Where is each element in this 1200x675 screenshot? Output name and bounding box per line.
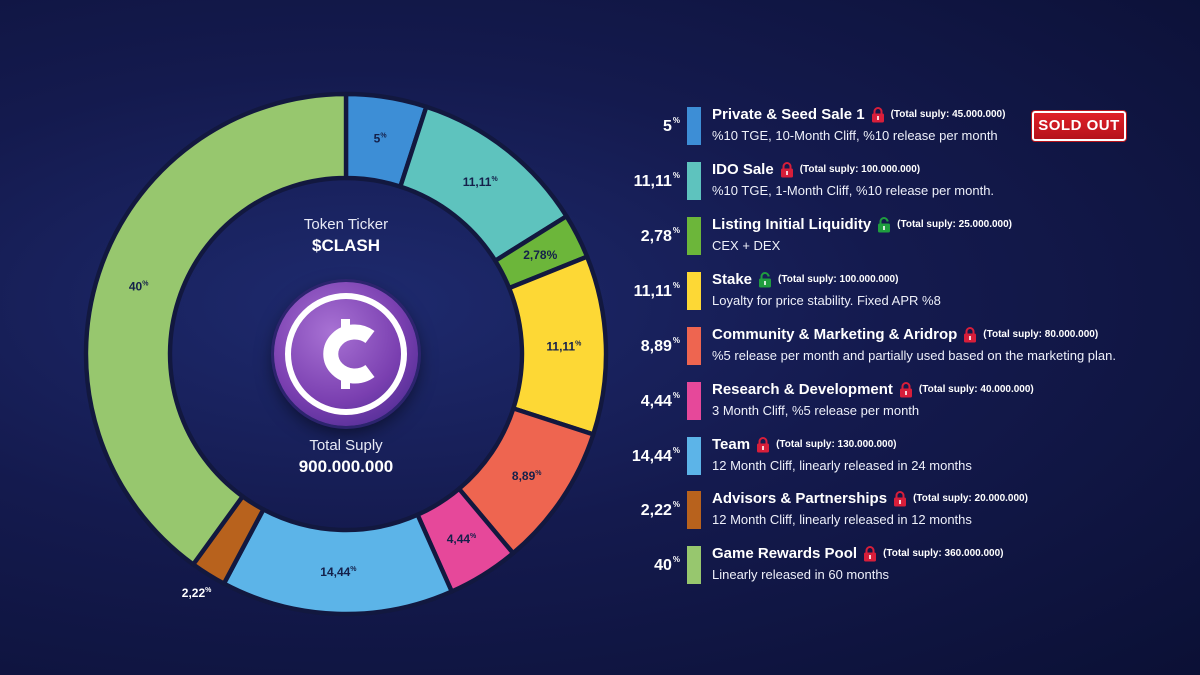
legend-total-supply: (Total suply: 100.000.000) xyxy=(778,274,899,285)
legend-row-community-marketing-aridrop: 8,89% Community & Marketing & Aridrop (Tot… xyxy=(600,324,1190,372)
legend-color-swatch xyxy=(687,107,701,145)
lock-icon xyxy=(863,545,877,562)
legend-title: Advisors & Partnerships xyxy=(712,490,888,507)
legend-row-research-development: 4,44% Research & Development (Total suply:… xyxy=(600,379,1190,427)
legend-title: Research & Development xyxy=(712,381,893,398)
legend-percent: 11,11% xyxy=(633,281,680,300)
lock-icon xyxy=(756,436,770,453)
slice-label-community-marketing: 8,89% xyxy=(512,469,542,483)
legend-title: Stake xyxy=(712,271,753,288)
legend-color-swatch xyxy=(687,162,701,200)
legend-percent: 5% xyxy=(662,116,680,135)
lock-icon xyxy=(893,490,907,507)
legend-description: 3 Month Cliff, %5 release per month xyxy=(712,403,920,418)
unlock-icon xyxy=(877,216,891,233)
lock-icon xyxy=(899,381,913,398)
legend-total-supply: (Total suply: 360.000.000) xyxy=(883,548,1004,559)
unlock-icon xyxy=(758,271,772,288)
token-ticker-value: $CLASH xyxy=(311,236,380,255)
legend-description: 12 Month Cliff, linearly released in 12 … xyxy=(712,512,972,527)
legend-color-swatch xyxy=(687,272,701,310)
legend-title: Team xyxy=(712,436,751,453)
legend-total-supply: (Total suply: 80.000.000) xyxy=(983,329,1099,340)
slice-game-rewards-pool xyxy=(83,91,349,567)
total-supply-value: 900.000.000 xyxy=(298,457,394,476)
legend-row-stake: 11,11% Stake (Total suply: 100.000.000) Loy… xyxy=(600,269,1190,317)
legend-description: %10 TGE, 1-Month Cliff, %10 release per … xyxy=(712,183,995,198)
legend-title: Community & Marketing & Aridrop xyxy=(712,326,958,343)
legend-title: IDO Sale xyxy=(712,161,774,178)
slice-label-ido-sale: 11,11% xyxy=(463,175,499,189)
legend-percent: 4,44% xyxy=(640,391,680,410)
legend-row-listing-initial-liquidity: 2,78% Listing Initial Liquidity (Total sup… xyxy=(600,214,1190,262)
slice-label-advisors-partnerships: 2,22% xyxy=(182,586,212,600)
legend-description: CEX + DEX xyxy=(712,238,781,253)
legend-percent: 40% xyxy=(654,555,680,574)
lock-icon xyxy=(963,326,977,343)
legend-title: Listing Initial Liquidity xyxy=(712,216,872,233)
legend-row-game-rewards-pool: 40% Game Rewards Pool (Total suply: 360.00… xyxy=(600,543,1190,591)
legend-row-team: 14,44% Team (Total suply: 130.000.000) 12 M… xyxy=(600,434,1190,482)
legend-color-swatch xyxy=(687,217,701,255)
slice-label-research-development: 4,44% xyxy=(447,532,477,546)
legend-percent: 2,78% xyxy=(640,226,680,245)
clash-coin-logo-icon xyxy=(274,282,418,426)
token-ticker-label: Token Ticker xyxy=(303,216,389,233)
legend-color-swatch xyxy=(687,546,701,584)
slice-label-listing-liquidity: 2,78% xyxy=(523,248,557,262)
legend-percent: 11,11% xyxy=(633,171,680,190)
legend-color-swatch xyxy=(687,327,701,365)
legend-color-swatch xyxy=(687,491,701,529)
lock-icon xyxy=(871,106,885,123)
legend-percent: 8,89% xyxy=(640,336,680,355)
legend-description: Linearly released in 60 months xyxy=(712,567,890,582)
legend-total-supply: (Total suply: 20.000.000) xyxy=(913,493,1028,504)
legend-color-swatch xyxy=(687,437,701,475)
legend-total-supply: (Total suply: 25.000.000) xyxy=(897,219,1013,230)
legend-description: %10 TGE, 10-Month Cliff, %10 release per… xyxy=(712,128,998,143)
legend-row-ido-sale: 11,11% IDO Sale (Total suply: 100.000.000)… xyxy=(600,159,1190,207)
legend-total-supply: (Total suply: 40.000.000) xyxy=(918,384,1034,395)
slice-label-team: 14,44% xyxy=(320,565,357,579)
legend-percent: 2,22% xyxy=(640,500,680,519)
legend-total-supply: (Total suply: 45.000.000) xyxy=(890,109,1006,120)
token-allocation-donut-chart: 5%11,11%2,78%11,11%8,89%4,44%14,44%2,22%… xyxy=(83,91,609,617)
legend-percent: 14,44% xyxy=(631,446,680,465)
legend-total-supply: (Total suply: 130.000.000) xyxy=(776,439,897,450)
slice-label-stake: 11,11% xyxy=(546,339,582,353)
legend-description: Loyalty for price stability. Fixed APR %… xyxy=(712,293,941,308)
legend-title: Private & Seed Sale 1 xyxy=(712,106,865,123)
sold-out-badge: SOLD OUT xyxy=(1032,111,1126,141)
legend-description: 12 Month Cliff, linearly released in 24 … xyxy=(712,458,972,473)
slice-team xyxy=(221,507,454,617)
legend-row-private-seed-sale-1: 5% Private & Seed Sale 1 (Total suply: 45.… xyxy=(600,104,1190,152)
legend-total-supply: (Total suply: 100.000.000) xyxy=(799,164,921,175)
legend-description: %5 release per month and partially used … xyxy=(712,348,1116,363)
legend-color-swatch xyxy=(687,382,701,420)
lock-icon xyxy=(780,161,794,178)
legend-title: Game Rewards Pool xyxy=(712,545,858,562)
total-supply-label: Total Suply xyxy=(309,437,383,454)
legend-row-advisors-partnerships: 2,22% Advisors & Partnerships (Total suply… xyxy=(600,488,1190,536)
